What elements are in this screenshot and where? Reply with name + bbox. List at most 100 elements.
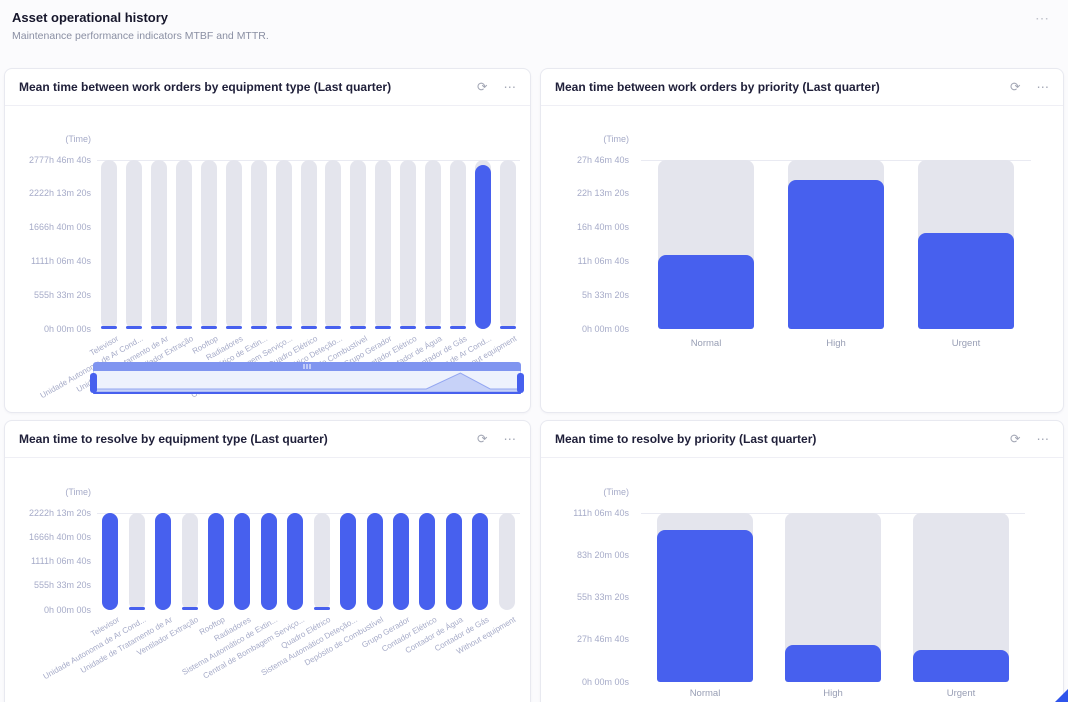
bar[interactable] <box>474 164 491 329</box>
y-axis-tick-label: 11h 06m 40s <box>577 255 629 266</box>
bar[interactable] <box>400 325 417 329</box>
bar[interactable] <box>657 529 753 682</box>
bar-track <box>498 513 515 610</box>
card-more-icon[interactable]: ⋯ <box>503 79 517 94</box>
y-axis-tick-label: 0h 00m 00s <box>43 323 91 334</box>
y-axis-tick-label: 27h 46m 40s <box>576 634 629 645</box>
y-axis-tick-label: 2222h 13m 20s <box>28 188 91 199</box>
bar[interactable] <box>788 179 884 329</box>
datazoom-move-handle[interactable] <box>93 362 521 371</box>
bar-track <box>300 160 317 329</box>
chart-title: Mean time to resolve by priority (Last q… <box>555 432 817 446</box>
chart-title: Mean time between work orders by priorit… <box>555 80 880 94</box>
bar[interactable] <box>200 325 217 329</box>
x-axis-category-label: Unidade Autonoma de Ar Cond... <box>41 615 148 682</box>
bar[interactable] <box>234 513 251 610</box>
card-header: Mean time between work orders by equipme… <box>5 69 530 106</box>
bar-track <box>225 160 242 329</box>
bar[interactable] <box>449 325 466 329</box>
y-axis-tick-label: 0h 00m 00s <box>43 604 91 615</box>
chart-mtbf-by-priority: (Time) 27h 46m 40s 22h 13m 20s 16h 40m 00s 1… <box>541 106 1063 412</box>
bar[interactable] <box>393 513 410 610</box>
bar[interactable] <box>375 325 392 329</box>
bar[interactable] <box>366 513 383 610</box>
refresh-icon[interactable]: ⟳ <box>477 79 488 94</box>
bar-track <box>250 160 267 329</box>
bar[interactable] <box>325 325 342 329</box>
x-axis-category-label: High <box>826 338 846 349</box>
bar[interactable] <box>350 325 367 329</box>
bar[interactable] <box>250 325 267 329</box>
chart-mtbf-by-equipment: (Time) 2777h 46m 40s 2222h 13m 20s 1666h 40… <box>5 106 530 412</box>
bar[interactable] <box>658 254 754 329</box>
bar[interactable] <box>340 513 357 610</box>
refresh-icon[interactable]: ⟳ <box>1010 79 1021 94</box>
card-mttr-by-equipment: Mean time to resolve by equipment type (… <box>4 420 531 702</box>
bar-track <box>313 513 330 610</box>
chart-mttr-by-priority: (Time) 111h 06m 40s 83h 20m 00s 55h 33m 20s… <box>541 458 1063 702</box>
x-axis-category-label: Normal <box>690 338 722 349</box>
bar[interactable] <box>126 325 143 329</box>
bar[interactable] <box>176 325 193 329</box>
page-header: Asset operational history Maintenance pe… <box>12 10 269 42</box>
y-axis-tick-label: 1111h 06m 40s <box>30 556 91 566</box>
bar[interactable] <box>181 606 198 610</box>
card-more-icon[interactable]: ⋯ <box>503 431 517 446</box>
datazoom-grip-icon <box>303 364 311 369</box>
card-mtbf-by-equipment: Mean time between work orders by equipme… <box>4 68 531 413</box>
refresh-icon[interactable]: ⟳ <box>1010 431 1021 446</box>
bar[interactable] <box>225 325 242 329</box>
datazoom-left-handle[interactable] <box>90 373 97 393</box>
refresh-icon[interactable]: ⟳ <box>477 431 488 446</box>
bar[interactable] <box>287 513 304 610</box>
bar[interactable] <box>472 513 489 610</box>
bar-track <box>400 160 417 329</box>
y-axis-unit-label: (Time) <box>65 134 91 144</box>
bar[interactable] <box>207 513 224 610</box>
datazoom-slider[interactable] <box>90 362 524 394</box>
bar[interactable] <box>102 513 119 610</box>
page-title: Asset operational history <box>12 10 169 25</box>
page-more-icon[interactable]: ⋯ <box>1035 10 1050 26</box>
y-axis-tick-label: 0h 00m 00s <box>581 323 629 334</box>
y-axis-tick-label: 555h 33m 20s <box>33 289 91 300</box>
bar[interactable] <box>499 325 516 329</box>
bar[interactable] <box>424 325 441 329</box>
chart-title: Mean time to resolve by equipment type (… <box>19 432 328 446</box>
y-axis-unit-label: (Time) <box>603 487 629 497</box>
bar-track <box>375 160 392 329</box>
bar[interactable] <box>128 606 145 610</box>
card-more-icon[interactable]: ⋯ <box>1036 79 1050 94</box>
bar-track <box>350 160 367 329</box>
datazoom-right-handle[interactable] <box>517 373 524 393</box>
x-axis-category-label: Urgent <box>951 338 981 349</box>
datazoom-track[interactable] <box>93 371 521 394</box>
bar[interactable] <box>151 325 168 329</box>
bar-track <box>128 513 145 610</box>
y-axis-tick-label: 111h 06m 40s <box>573 507 629 518</box>
bar[interactable] <box>300 325 317 329</box>
y-axis-tick-label: 1666h 40m 00s <box>28 222 91 233</box>
bar[interactable] <box>275 325 292 329</box>
bar-track <box>101 160 118 329</box>
y-axis-tick-label: 5h 33m 20s <box>581 289 629 300</box>
x-axis-category-label: High <box>823 688 843 699</box>
bar[interactable] <box>445 513 462 610</box>
bar-track <box>499 160 516 329</box>
card-more-icon[interactable]: ⋯ <box>1036 431 1050 446</box>
bar-track <box>126 160 143 329</box>
bar[interactable] <box>785 645 881 682</box>
y-axis-tick-label: 1666h 40m 00s <box>28 531 91 542</box>
bar[interactable] <box>913 650 1009 682</box>
y-axis-tick-label: 16h 40m 00s <box>576 222 629 233</box>
bar[interactable] <box>419 513 436 610</box>
card-header: Mean time between work orders by priorit… <box>541 69 1063 106</box>
bar[interactable] <box>155 513 172 610</box>
bar[interactable] <box>918 232 1014 329</box>
resize-corner-icon <box>1055 689 1068 702</box>
bar[interactable] <box>101 325 118 329</box>
bar[interactable] <box>260 513 277 610</box>
bar[interactable] <box>313 606 330 610</box>
y-axis-tick-label: 27h 46m 40s <box>576 154 629 165</box>
y-axis-tick-label: 83h 20m 00s <box>576 549 629 560</box>
